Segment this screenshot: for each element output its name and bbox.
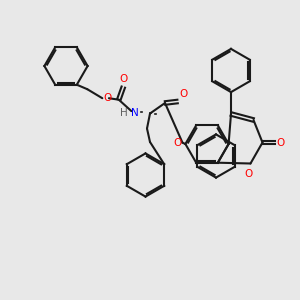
Text: O: O: [179, 88, 187, 98]
Text: N: N: [131, 108, 139, 118]
Text: O: O: [119, 74, 128, 83]
Text: H: H: [120, 108, 128, 118]
Text: O: O: [103, 93, 111, 103]
Text: O: O: [173, 137, 182, 148]
Text: O: O: [245, 169, 253, 179]
Text: O: O: [276, 137, 284, 148]
